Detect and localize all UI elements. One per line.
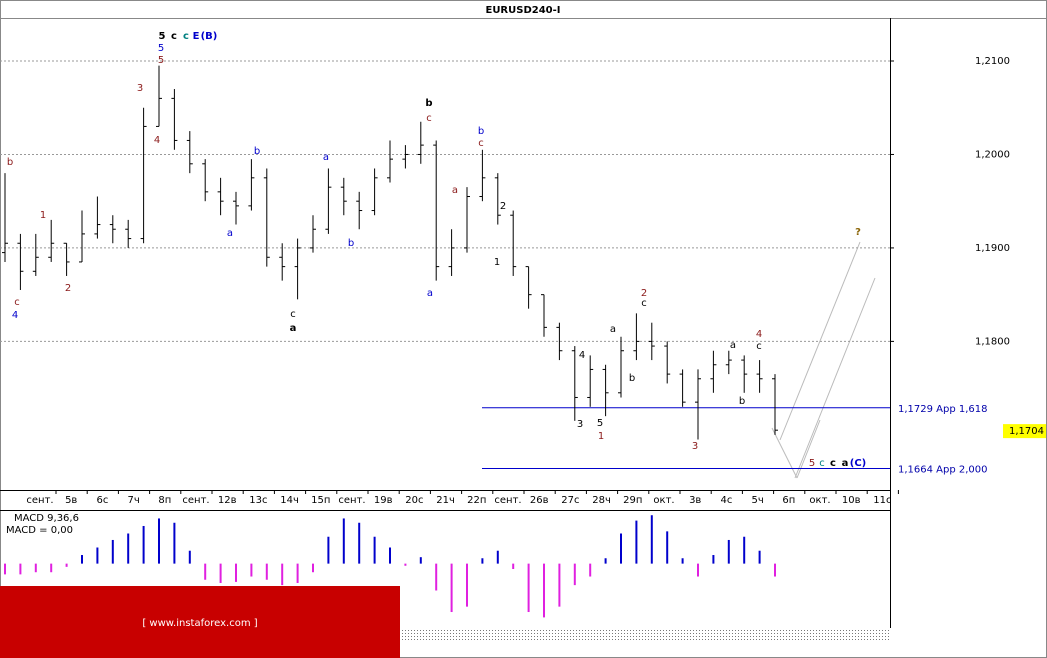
x-tick-label: 21ч: [436, 495, 455, 506]
x-tick-label: 5ч: [751, 495, 763, 506]
chart-title: EURUSD240-I: [485, 5, 560, 16]
macd-value: MACD = 0,00: [6, 525, 73, 536]
wave-label: 5: [597, 418, 603, 429]
wave-label: a: [323, 152, 329, 163]
wave-label: b: [425, 98, 432, 109]
y-tick-label: 1,2100: [975, 56, 1010, 67]
x-tick-label: 14ч: [280, 495, 299, 506]
wave-label: c: [14, 297, 20, 308]
wave-label: a: [730, 340, 736, 351]
wave-label: 3: [137, 83, 143, 94]
projection-line: [771, 427, 798, 479]
wave-label: b: [7, 157, 13, 168]
x-tick-label: 13с: [249, 495, 267, 506]
wave-label: c: [819, 458, 825, 469]
x-tick-label: окт.: [809, 495, 830, 506]
x-tick-label: 8п: [158, 495, 171, 506]
watermark-box: [0, 586, 400, 658]
wave-label: c: [756, 341, 762, 352]
x-tick-label: 12в: [218, 495, 237, 506]
x-tick-label: 19в: [374, 495, 393, 506]
x-tick-label: сент.: [26, 495, 53, 506]
wave-label: 4: [756, 329, 762, 340]
x-tick-label: 29п: [623, 495, 642, 506]
wave-label: 5: [158, 55, 164, 66]
wave-label: 1: [598, 431, 604, 442]
wave-label: b: [739, 396, 745, 407]
wave-label: b: [629, 373, 635, 384]
x-tick-label: 20с: [405, 495, 423, 506]
wave-label: 5: [159, 31, 166, 42]
x-tick-label: 6с: [96, 495, 108, 506]
x-tick-label: сент.: [338, 495, 365, 506]
wave-label: c: [478, 138, 484, 149]
wave-label: a: [427, 288, 433, 299]
wave-label: 5: [158, 43, 164, 54]
wave-label: b: [478, 126, 484, 137]
wave-label: a: [842, 458, 849, 469]
fibo-level-label: 1,1729 App 1,618: [898, 404, 988, 415]
wave-label: c: [830, 458, 836, 469]
wave-label: a: [610, 324, 616, 335]
wave-label: 5: [809, 458, 815, 469]
y-tick-label: 1,1800: [975, 336, 1010, 347]
projection-line: [794, 277, 876, 479]
x-tick-label: 27с: [561, 495, 579, 506]
wave-label: c: [183, 31, 189, 42]
current-price-label: 1,1704: [1009, 426, 1044, 437]
x-tick-label: 5в: [65, 495, 77, 506]
x-tick-label: 3в: [689, 495, 701, 506]
x-tick-label: 15п: [311, 495, 330, 506]
wave-label: a: [227, 228, 233, 239]
wave-label: c: [171, 31, 177, 42]
wave-label: 3: [692, 441, 698, 452]
x-tick-label: 4с: [720, 495, 732, 506]
x-tick-label: сент.: [494, 495, 521, 506]
x-tick-label: 28ч: [592, 495, 611, 506]
wave-label: 2: [641, 288, 647, 299]
x-tick-label: 6п: [782, 495, 795, 506]
x-tick-label: сент.: [182, 495, 209, 506]
x-tick-label: окт.: [653, 495, 674, 506]
wave-label: ?: [855, 227, 861, 238]
wave-label: 1: [494, 257, 500, 268]
wave-label: 1: [40, 210, 46, 221]
wave-label: 2: [500, 201, 506, 212]
x-tick-label: 7ч: [127, 495, 139, 506]
x-tick-label: 26в: [530, 495, 549, 506]
watermark: [ www.instaforex.com ]: [142, 618, 257, 629]
y-tick-label: 1,1900: [975, 243, 1010, 254]
x-tick-label: 10в: [842, 495, 861, 506]
wave-label: b: [254, 146, 260, 157]
wave-label: a: [452, 185, 458, 196]
wave-label: 4: [154, 135, 160, 146]
y-tick-label: 1,2000: [975, 149, 1010, 160]
wave-label: c: [426, 113, 432, 124]
wave-label: E: [193, 31, 200, 42]
current-price-box: [1003, 424, 1046, 439]
wave-label: 4: [12, 310, 18, 321]
fibo-level-label: 1,1664 App 2,000: [898, 465, 988, 476]
macd-title: MACD 9,36,6: [14, 513, 79, 524]
x-tick-label: 22п: [467, 495, 486, 506]
wave-label: c: [290, 309, 296, 320]
wave-label: (C): [850, 458, 866, 469]
wave-label: c: [641, 298, 647, 309]
x-tick-label: 11с: [873, 495, 891, 506]
wave-label: 3: [577, 419, 583, 430]
wave-label: b: [348, 238, 354, 249]
wave-label: 2: [65, 283, 71, 294]
wave-label: (B): [201, 31, 218, 42]
wave-label: a: [290, 323, 297, 334]
wave-label: 4: [579, 350, 585, 361]
